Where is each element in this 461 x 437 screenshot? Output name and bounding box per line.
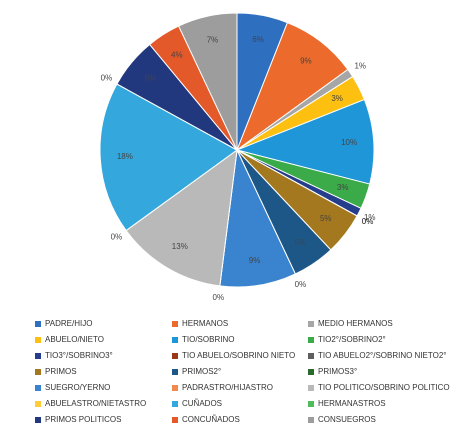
data-label: 0%: [362, 217, 374, 226]
data-label: 0%: [362, 217, 374, 226]
data-label: 4%: [171, 50, 183, 59]
legend-marker: [308, 401, 314, 407]
legend-marker: [35, 417, 41, 423]
legend-label: PADRASTRO/HIJASTRO: [182, 383, 273, 392]
pie-slice: [178, 12, 238, 151]
legend-marker: [308, 369, 314, 375]
legend-label: MEDIO HERMANOS: [318, 319, 393, 328]
legend-label: PRIMOS3°: [318, 367, 357, 376]
legend-label: HERMANASTROS: [318, 399, 386, 408]
legend-label: ABUELO/NIETO: [45, 335, 104, 344]
legend-marker: [35, 385, 41, 391]
data-label: 6%: [145, 74, 157, 83]
legend-marker: [172, 385, 178, 391]
legend-marker: [35, 337, 41, 343]
legend-marker: [172, 353, 178, 359]
data-label: 5%: [320, 214, 332, 223]
legend-label: PRIMOS2°: [182, 367, 221, 376]
legend-label: ABUELASTRO/NIETASTRO: [45, 399, 146, 408]
legend-label: PRIMOS POLITICOS: [45, 415, 121, 424]
data-label: 9%: [249, 256, 261, 265]
legend-label: CONSUEGROS: [318, 415, 376, 424]
legend-label: TIO2°/SOBRINO2°: [318, 335, 386, 344]
legend-marker: [172, 417, 178, 423]
legend-label: SUEGRO/YERNO: [45, 383, 110, 392]
legend-label: PADRE/HIJO: [45, 319, 92, 328]
legend-marker: [35, 353, 41, 359]
legend-marker: [172, 401, 178, 407]
data-label: 5%: [294, 238, 306, 247]
data-label: 9%: [300, 56, 312, 65]
data-label: 1%: [354, 61, 366, 70]
legend-label: CONCUÑADOS: [182, 415, 240, 424]
legend-marker: [308, 417, 314, 423]
data-label: 3%: [331, 94, 343, 103]
legend-marker: [35, 369, 41, 375]
data-label: 0%: [111, 233, 123, 242]
legend-marker: [308, 385, 314, 391]
data-label: 0%: [295, 280, 307, 289]
legend-label: PRIMOS: [45, 367, 77, 376]
legend-marker: [172, 369, 178, 375]
data-label: 0%: [101, 73, 113, 82]
legend-marker: [172, 321, 178, 327]
legend-marker: [308, 353, 314, 359]
legend-label: TIO/SOBRINO: [182, 335, 234, 344]
data-label: 1%: [364, 213, 376, 222]
legend-marker: [308, 321, 314, 327]
data-label: 13%: [172, 242, 188, 251]
legend-marker: [35, 401, 41, 407]
pie-slice: [99, 83, 238, 232]
legend-label: CUÑADOS: [182, 399, 222, 408]
legend-label: HERMANOS: [182, 319, 228, 328]
pie-slice: [235, 98, 375, 185]
data-label: 18%: [117, 152, 133, 161]
data-label: 0%: [213, 293, 225, 302]
data-label: 3%: [337, 183, 349, 192]
legend-label: TIO3°/SOBRINO3°: [45, 351, 113, 360]
legend-marker: [308, 337, 314, 343]
legend-marker: [172, 337, 178, 343]
data-label: 10%: [341, 138, 357, 147]
data-label: 6%: [252, 35, 264, 44]
legend-marker: [35, 321, 41, 327]
legend-label: TIO ABUELO/SOBRINO NIETO: [182, 351, 295, 360]
data-label: 7%: [207, 35, 219, 44]
pie-slice: [125, 148, 238, 287]
legend-label: TIO POLITICO/SOBRINO POLITICO: [318, 383, 450, 392]
legend-label: TIO ABUELO2°/SOBRINO NIETO2°: [318, 351, 447, 360]
